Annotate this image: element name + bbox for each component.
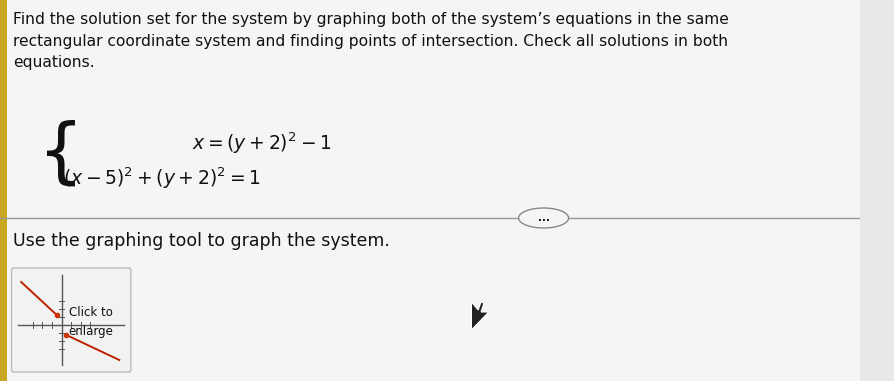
Text: enlarge: enlarge	[68, 325, 113, 338]
Text: {: {	[38, 120, 85, 189]
Text: Click to: Click to	[69, 306, 113, 319]
Text: ...: ...	[537, 213, 550, 223]
Text: $x = (y + 2)^2 - 1$: $x = (y + 2)^2 - 1$	[192, 130, 332, 155]
FancyBboxPatch shape	[0, 0, 860, 381]
Ellipse shape	[519, 208, 569, 228]
FancyBboxPatch shape	[12, 268, 131, 372]
FancyBboxPatch shape	[0, 0, 7, 381]
Text: Use the graphing tool to graph the system.: Use the graphing tool to graph the syste…	[13, 232, 391, 250]
Text: $(x - 5)^2 + (y + 2)^2 = 1$: $(x - 5)^2 + (y + 2)^2 = 1$	[63, 165, 260, 190]
Polygon shape	[471, 302, 489, 330]
Text: Find the solution set for the system by graphing both of the system’s equations : Find the solution set for the system by …	[13, 12, 730, 70]
